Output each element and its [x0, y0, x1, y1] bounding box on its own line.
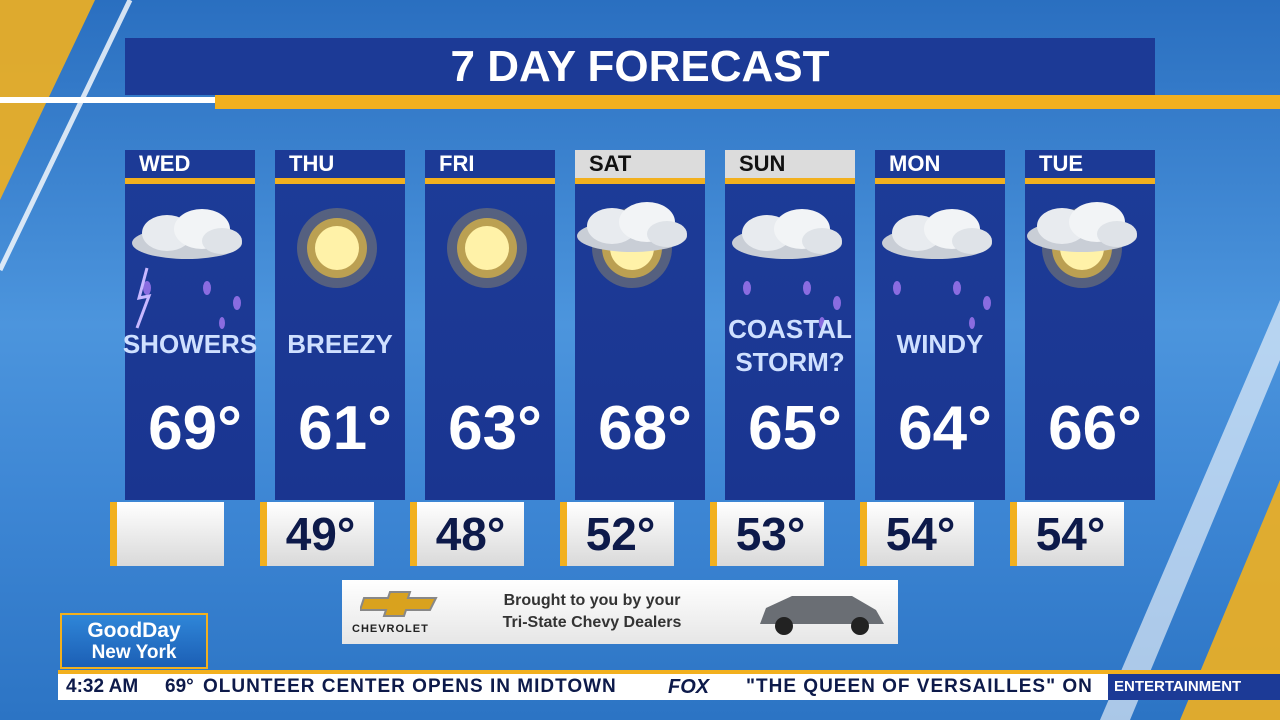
- day-column: FRI 63°: [425, 150, 555, 500]
- weather-icon: [447, 208, 527, 288]
- chevy-bowtie: [360, 591, 438, 617]
- low-temp: 54°: [1010, 502, 1124, 566]
- station-logo: GoodDay New York: [60, 613, 208, 669]
- day-column: MON WINDY 64°: [875, 150, 1005, 500]
- high-temp: 65°: [748, 394, 842, 463]
- ticker-border: [58, 670, 1280, 674]
- high-temp: 68°: [598, 394, 692, 463]
- condition: SHOWERS: [122, 329, 258, 359]
- weather-icon: [577, 202, 687, 288]
- condition: COASTAL: [728, 314, 852, 344]
- day-column: SUN COASTAL STORM? 65°: [725, 150, 855, 500]
- ticker: 4:32 AM 69° OLUNTEER CENTER OPENS IN MID…: [58, 674, 1280, 700]
- day-name: WED: [125, 150, 255, 184]
- logo-text: New York: [91, 642, 177, 663]
- day-column: SAT 68°: [575, 150, 705, 500]
- ticker-section: ENTERTAINMENT: [1108, 674, 1280, 700]
- title-underline: [215, 95, 1280, 109]
- day-name: SUN: [725, 150, 855, 184]
- sponsor-line: Tri-State Chevy Dealers: [502, 614, 682, 631]
- high-temp: 63°: [448, 394, 542, 463]
- day-name: THU: [275, 150, 405, 184]
- condition: BREEZY: [287, 329, 393, 359]
- low-temp: 48°: [410, 502, 524, 566]
- low-temp: 53°: [710, 502, 824, 566]
- ticker-headline: OLUNTEER CENTER OPENS IN MIDTOWN: [203, 676, 617, 697]
- weather-icon: [1027, 202, 1137, 288]
- title: 7 DAY FORECAST: [125, 38, 1155, 95]
- ticker-headline: "THE QUEEN OF VERSAILLES" ON: [746, 676, 1093, 697]
- sponsor-banner: CHEVROLET Brought to you by your Tri-Sta…: [342, 580, 898, 644]
- day-column: THU BREEZY 61°: [275, 150, 405, 500]
- car-image: [760, 596, 884, 635]
- high-temp: 64°: [898, 394, 992, 463]
- weather-icon: [297, 208, 377, 288]
- day-column: TUE 66°: [1025, 150, 1155, 500]
- low-temp: 52°: [560, 502, 674, 566]
- day-name: SAT: [575, 150, 705, 184]
- sponsor-brand: CHEVROLET: [352, 623, 429, 635]
- day-name: TUE: [1025, 150, 1155, 184]
- low-temp: [110, 502, 224, 566]
- low-temp: 54°: [860, 502, 974, 566]
- condition: STORM?: [735, 347, 845, 377]
- low-temp: 49°: [260, 502, 374, 566]
- weather-icon: [882, 209, 992, 329]
- high-temp: 66°: [1048, 394, 1142, 463]
- ticker-temp: 69°: [165, 676, 194, 697]
- ticker-time: 4:32 AM: [66, 676, 139, 697]
- sponsor-line: Brought to you by your: [503, 592, 681, 609]
- weather-icon: [732, 209, 842, 329]
- ticker-network: FOX: [668, 676, 710, 698]
- day-column: WED SHOWERS 69°: [123, 150, 257, 500]
- weather-icon: [132, 209, 242, 329]
- day-name: MON: [875, 150, 1005, 184]
- day-name: FRI: [425, 150, 555, 184]
- logo-text: GoodDay: [87, 619, 181, 642]
- white-stripe: [0, 97, 215, 103]
- high-temp: 69°: [148, 394, 242, 463]
- high-temp: 61°: [298, 394, 392, 463]
- condition: WINDY: [896, 329, 984, 359]
